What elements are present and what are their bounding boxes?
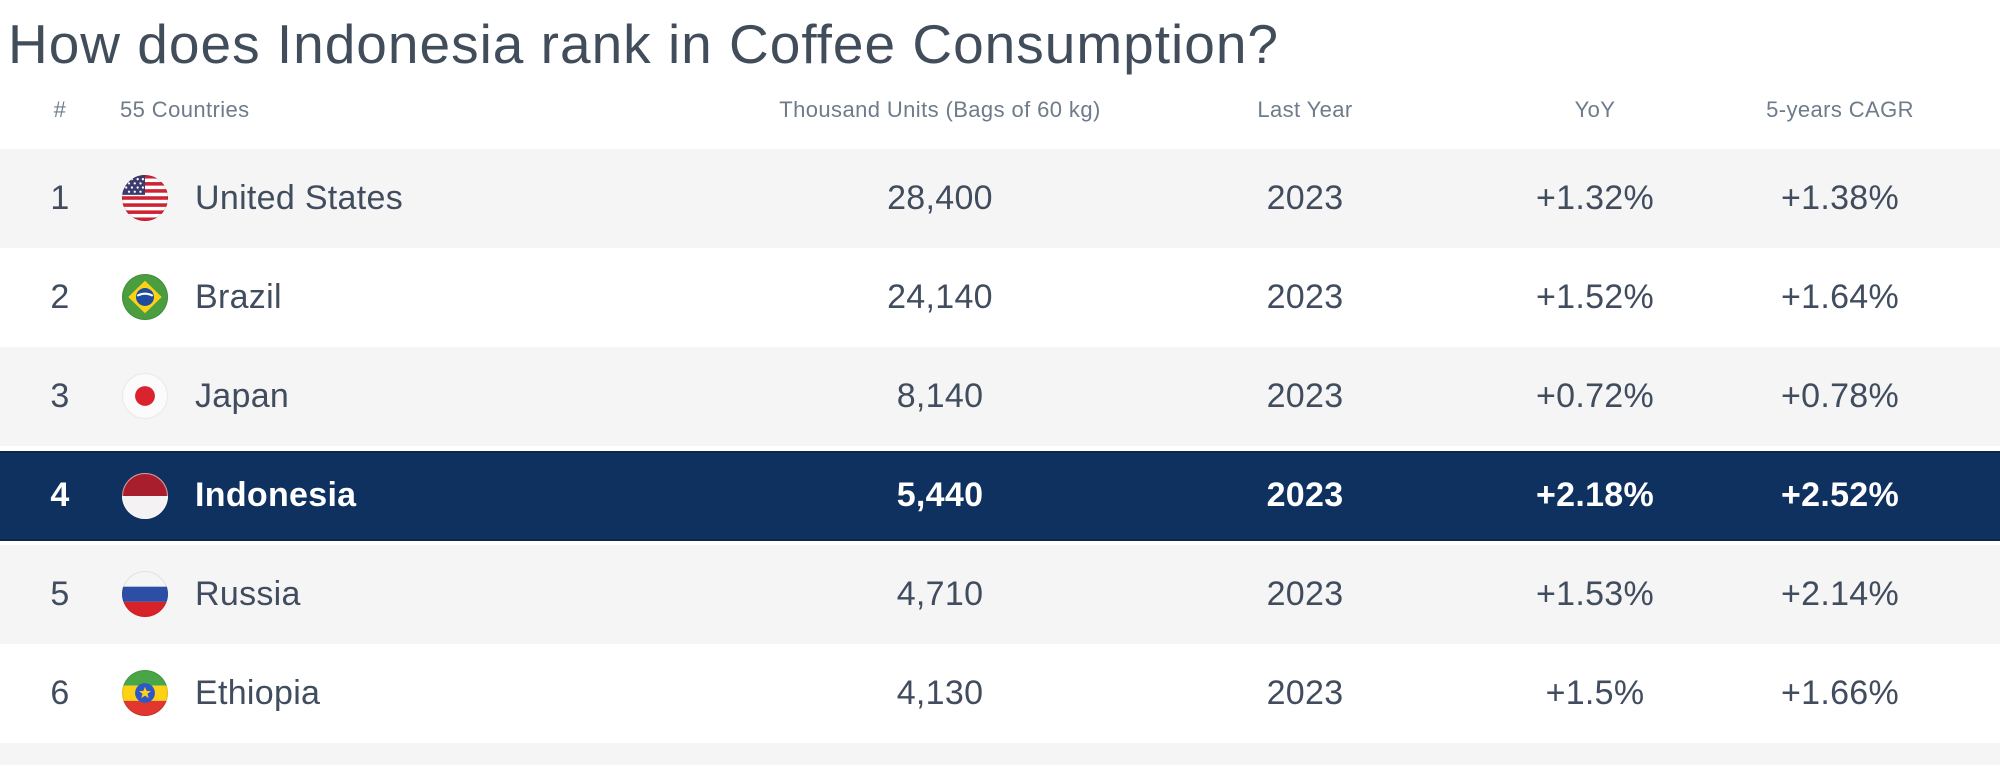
yoy-cell: +0.72% [1535, 376, 1655, 415]
country-cell: Russia [120, 571, 740, 617]
country-cell: Ethiopia [120, 670, 740, 716]
country-cell: United States [120, 175, 740, 221]
units-cell: 4,710 [896, 574, 984, 613]
yoy-cell: +1.32% [1535, 178, 1655, 217]
country-cell: Brazil [120, 274, 740, 320]
cagr-cell: +1.38% [1780, 178, 1900, 217]
units-cell: 8,140 [896, 376, 984, 415]
column-header-cagr: 5-years CAGR [1766, 96, 1914, 122]
cagr-cell: +1.64% [1780, 277, 1900, 316]
indonesia-flag-icon [122, 472, 168, 519]
rank-cell: 4 [50, 476, 70, 514]
rank-cell: 2 [50, 277, 70, 316]
ethiopia-flag-icon [122, 670, 168, 716]
column-header-rank: # [53, 96, 67, 122]
column-header-last-year: Last Year [1257, 96, 1353, 122]
table-row[interactable]: 2 Brazil 24,140 2023 +1.52% +1.64% [0, 248, 2000, 347]
last-year-cell: 2023 [1266, 673, 1344, 712]
units-cell: 24,140 [887, 277, 993, 316]
page-title: How does Indonesia rank in Coffee Consum… [8, 13, 1280, 75]
country-cell: Indonesia [120, 472, 740, 519]
country-name: Brazil [195, 277, 282, 316]
units-cell: 5,440 [896, 476, 984, 514]
country-name: United States [195, 178, 404, 217]
rank-cell: 5 [50, 574, 70, 613]
units-cell: 4,130 [896, 673, 984, 712]
cagr-cell: +1.66% [1780, 673, 1900, 712]
column-header-countries: 55 Countries [120, 96, 250, 122]
yoy-cell: +1.53% [1535, 574, 1655, 613]
cagr-cell: +2.52% [1780, 476, 1900, 514]
country-cell: Japan [120, 373, 740, 419]
japan-flag-icon [122, 373, 168, 419]
last-year-cell: 2023 [1266, 277, 1344, 316]
russia-flag-icon [122, 571, 168, 617]
last-year-cell: 2023 [1266, 376, 1344, 415]
yoy-cell: +2.18% [1535, 476, 1655, 514]
country-name: Japan [195, 376, 290, 415]
country-name: Ethiopia [195, 673, 321, 712]
last-year-cell: 2023 [1266, 476, 1344, 514]
table-row-partial [0, 742, 2000, 765]
table-row[interactable]: 4 Indonesia 5,440 2023 +2.18% +2.52% [0, 445, 2000, 545]
us-flag-icon [122, 175, 168, 221]
last-year-cell: 2023 [1266, 178, 1344, 217]
table-row[interactable]: 1 United States 28,400 2023 +1.32% +1.38… [0, 148, 2000, 248]
country-name: Indonesia [195, 476, 357, 514]
column-header-yoy: YoY [1574, 96, 1616, 122]
yoy-cell: +1.5% [1545, 673, 1645, 712]
cagr-cell: +0.78% [1780, 376, 1900, 415]
table-row[interactable]: 5 Russia 4,710 2023 +1.53% +2.14% [0, 544, 2000, 644]
coffee-consumption-ranking-page: How does Indonesia rank in Coffee Consum… [0, 14, 2000, 768]
rank-cell: 1 [50, 178, 70, 217]
brazil-flag-icon [122, 274, 168, 320]
table-body: 1 United States 28,400 2023 +1.32% +1.38… [0, 148, 2000, 743]
table-row[interactable]: 6 Ethiopia 4,130 2023 +1.5% +1.66% [0, 644, 2000, 743]
yoy-cell: +1.52% [1535, 277, 1655, 316]
rank-cell: 6 [50, 673, 70, 712]
units-cell: 28,400 [887, 178, 993, 217]
country-name: Russia [195, 574, 301, 613]
table-header: # 55 Countries Thousand Units (Bags of 6… [0, 87, 2000, 133]
column-header-units: Thousand Units (Bags of 60 kg) [779, 96, 1101, 122]
rank-cell: 3 [50, 376, 70, 415]
cagr-cell: +2.14% [1780, 574, 1900, 613]
last-year-cell: 2023 [1266, 574, 1344, 613]
table-row[interactable]: 3 Japan 8,140 2023 +0.72% +0.78% [0, 346, 2000, 446]
